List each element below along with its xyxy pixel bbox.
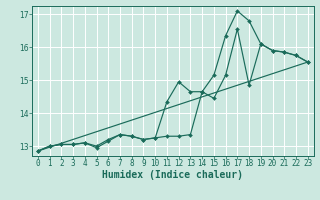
X-axis label: Humidex (Indice chaleur): Humidex (Indice chaleur) (102, 170, 243, 180)
